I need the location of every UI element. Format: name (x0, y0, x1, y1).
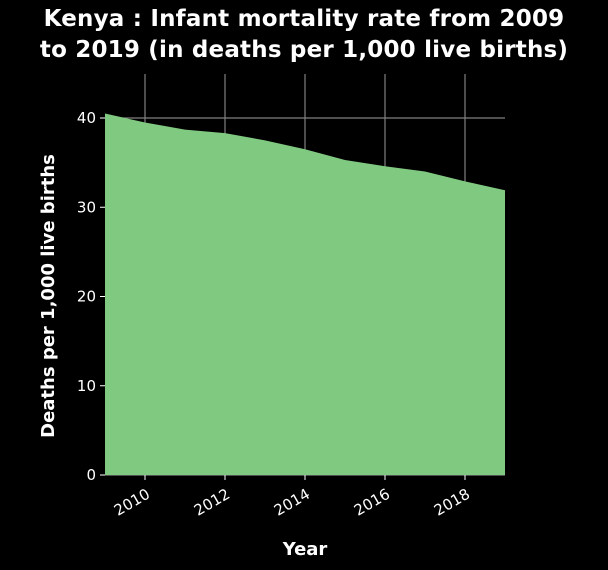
y-tick-label-0: 0 (86, 466, 96, 484)
x-tick-label-2016: 2016 (351, 485, 393, 520)
x-tick-label-2010: 2010 (111, 485, 153, 520)
x-tick-label-2014: 2014 (271, 485, 313, 520)
area-series (105, 113, 505, 475)
y-tick-label-30: 30 (77, 198, 96, 216)
chart-title-line-1: Kenya : Infant mortality rate from 2009 (43, 6, 565, 32)
x-tick-label-2012: 2012 (191, 485, 233, 520)
y-tick-label-20: 20 (77, 288, 96, 306)
y-tick-label-10: 10 (77, 377, 96, 395)
x-axis-label: Year (282, 539, 328, 560)
y-axis-label: Deaths per 1,000 live births (38, 154, 59, 438)
chart-title: Kenya : Infant mortality rate from 2009 … (0, 4, 608, 66)
chart-title-line-2: to 2019 (in deaths per 1,000 live births… (39, 37, 569, 63)
plot-area (105, 113, 505, 475)
x-tick-label-2018: 2018 (431, 485, 473, 520)
y-tick-label-40: 40 (77, 109, 96, 127)
